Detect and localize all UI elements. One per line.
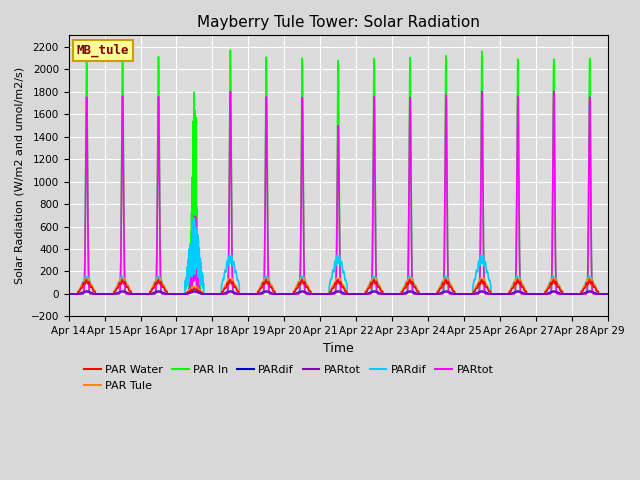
PAR In [604,291,612,297]
PARtot [318,291,326,297]
PARtot [604,291,612,297]
PARtot [162,291,170,297]
PAR Tule [490,291,497,297]
PARdif [604,291,612,297]
PARtot [459,291,467,297]
PAR In [604,291,611,297]
PARdif [604,291,611,297]
PAR In [318,291,326,297]
Y-axis label: Solar Radiation (W/m2 and umol/m2/s): Solar Radiation (W/m2 and umol/m2/s) [15,67,25,285]
X-axis label: Time: Time [323,342,353,355]
PARtot [83,289,90,295]
PARtot [604,291,612,297]
Line: PARdif: PARdif [68,291,608,294]
PAR Water [429,291,437,297]
PARtot [490,291,497,297]
PARdif [490,291,497,297]
PARtot [429,291,436,297]
PARdif [586,288,593,294]
Legend: PAR Water, PAR Tule, PAR In, PARdif, PARtot, PARdif, PARtot: PAR Water, PAR Tule, PAR In, PARdif, PAR… [79,361,498,395]
PAR Tule [459,291,467,297]
PAR Tule [318,291,326,297]
PAR In [65,291,72,297]
PAR Water [459,291,467,297]
PAR Water [318,291,326,297]
PARtot [490,291,497,297]
PAR Tule [604,291,612,297]
PARdif [459,291,467,297]
PARdif [604,291,612,297]
Line: PARtot: PARtot [68,92,608,294]
PAR In [429,291,437,297]
PAR Tule [120,276,128,281]
PAR Water [490,291,497,297]
PARtot [65,291,72,297]
PARtot [318,291,326,297]
PAR Water [370,277,378,283]
PARtot [459,291,467,297]
PAR Tule [429,291,437,297]
Line: PARdif: PARdif [68,217,608,294]
PAR Tule [162,287,170,292]
PAR In [490,291,497,297]
PARdif [318,291,326,297]
PARdif [459,291,467,297]
PARdif [490,291,497,297]
PARtot [65,291,72,297]
PARdif [429,291,436,297]
PARdif [65,291,72,297]
PAR Water [162,288,170,294]
PAR In [227,48,234,53]
PARdif [604,291,611,297]
PAR Tule [604,291,611,297]
Line: PAR In: PAR In [68,50,608,294]
Title: Mayberry Tule Tower: Solar Radiation: Mayberry Tule Tower: Solar Radiation [196,15,479,30]
PARdif [190,215,198,220]
PAR Water [604,291,612,297]
PARdif [162,291,170,297]
PAR Water [604,291,611,297]
PAR Tule [65,291,72,297]
Line: PAR Water: PAR Water [68,280,608,294]
PAR In [459,291,467,297]
PARdif [162,287,170,293]
Text: MB_tule: MB_tule [77,44,129,57]
Line: PARtot: PARtot [68,292,608,294]
PARtot [429,291,437,297]
PARdif [318,291,326,297]
PAR Water [65,291,72,297]
PAR In [162,291,170,297]
Line: PAR Tule: PAR Tule [68,278,608,294]
PARtot [162,291,170,297]
PARdif [429,291,437,297]
PARdif [65,291,72,297]
PARtot [550,89,557,95]
PARtot [604,291,611,297]
PARtot [604,291,611,297]
